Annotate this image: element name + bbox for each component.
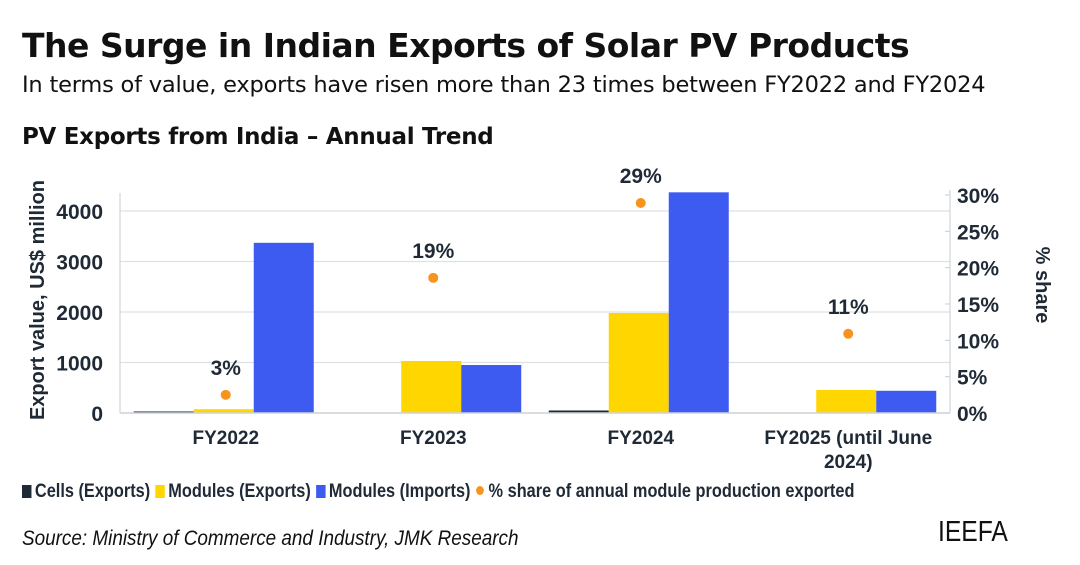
- y-tick-label: 3000: [56, 252, 103, 275]
- bar-modules-imports: [668, 192, 729, 413]
- bar-modules-exports: [193, 409, 254, 413]
- ieefa-logo: IEEFA: [938, 516, 1008, 548]
- y2-tick-label: 20%: [957, 258, 999, 281]
- y2-tick-label: 15%: [957, 294, 999, 317]
- y-tick-label: 0: [91, 403, 103, 426]
- legend: Cells (Exports) Modules (Exports) Modules …: [22, 481, 860, 503]
- bar-modules-imports: [461, 365, 522, 413]
- y2-tick-label: 5%: [957, 367, 988, 390]
- legend-label: Cells (Exports): [34, 481, 151, 502]
- legend-item: % share of annual module production expo…: [475, 481, 855, 503]
- bar-modules-exports: [401, 360, 462, 413]
- legend-item: Modules (Exports): [155, 481, 311, 503]
- y2-tick-label: 0%: [957, 403, 988, 426]
- data-label: 11%: [828, 296, 869, 319]
- x-tick-label: FY2022: [192, 428, 259, 449]
- bar-modules-exports: [608, 313, 669, 413]
- y2-tick-label: 10%: [957, 330, 999, 353]
- legend-item: Cells (Exports): [22, 481, 150, 503]
- page-subtitle: In terms of value, exports have risen mo…: [22, 72, 986, 98]
- share-point: [428, 272, 439, 283]
- legend-marker: [475, 486, 484, 495]
- legend-label: Modules (Exports): [168, 481, 311, 502]
- bar-modules-exports: [816, 390, 877, 413]
- legend-item: Modules (Imports): [315, 481, 471, 503]
- y2-tick-label: 25%: [957, 221, 999, 244]
- bar-chart: 0 1000 2000 3000 4000 0% 5% 10% 15% 20% 25% 30% Expo…: [27, 165, 1053, 473]
- legend-label: % share of annual module production expo…: [488, 481, 855, 502]
- share-point: [843, 328, 854, 339]
- legend-swatch: [155, 485, 165, 498]
- share-point: [635, 197, 646, 208]
- legend-swatch: [315, 485, 326, 498]
- share-point: [220, 389, 231, 400]
- data-label: 3%: [211, 357, 242, 380]
- y-tick-label: 2000: [56, 302, 103, 325]
- chart-title: PV Exports from India – Annual Trend: [22, 124, 494, 150]
- y2-tick-label: 30%: [957, 185, 999, 208]
- bar-modules-imports: [253, 242, 314, 413]
- y-tick-label: 1000: [56, 353, 103, 376]
- source-note: Source: Ministry of Commerce and Industr…: [22, 527, 519, 550]
- bar-cells-exports: [133, 411, 194, 413]
- y-tick-label: 4000: [56, 201, 103, 224]
- y2-axis-title: % share: [1031, 247, 1053, 324]
- legend-swatch: [22, 485, 32, 498]
- legend-label: Modules (Imports): [328, 481, 471, 502]
- bar-cells-exports: [548, 410, 609, 413]
- bar-modules-imports: [876, 390, 937, 413]
- data-label: 19%: [412, 240, 454, 263]
- x-tick-label: FY2023: [400, 428, 467, 449]
- x-tick-label: FY2024: [607, 428, 674, 449]
- x-tick-label: FY2025 (until June: [764, 428, 932, 449]
- x-tick-label: 2024): [824, 452, 873, 473]
- y-axis-title: Export value, US$ million: [27, 180, 49, 420]
- data-label: 29%: [620, 165, 662, 188]
- page-title: The Surge in Indian Exports of Solar PV …: [22, 26, 910, 65]
